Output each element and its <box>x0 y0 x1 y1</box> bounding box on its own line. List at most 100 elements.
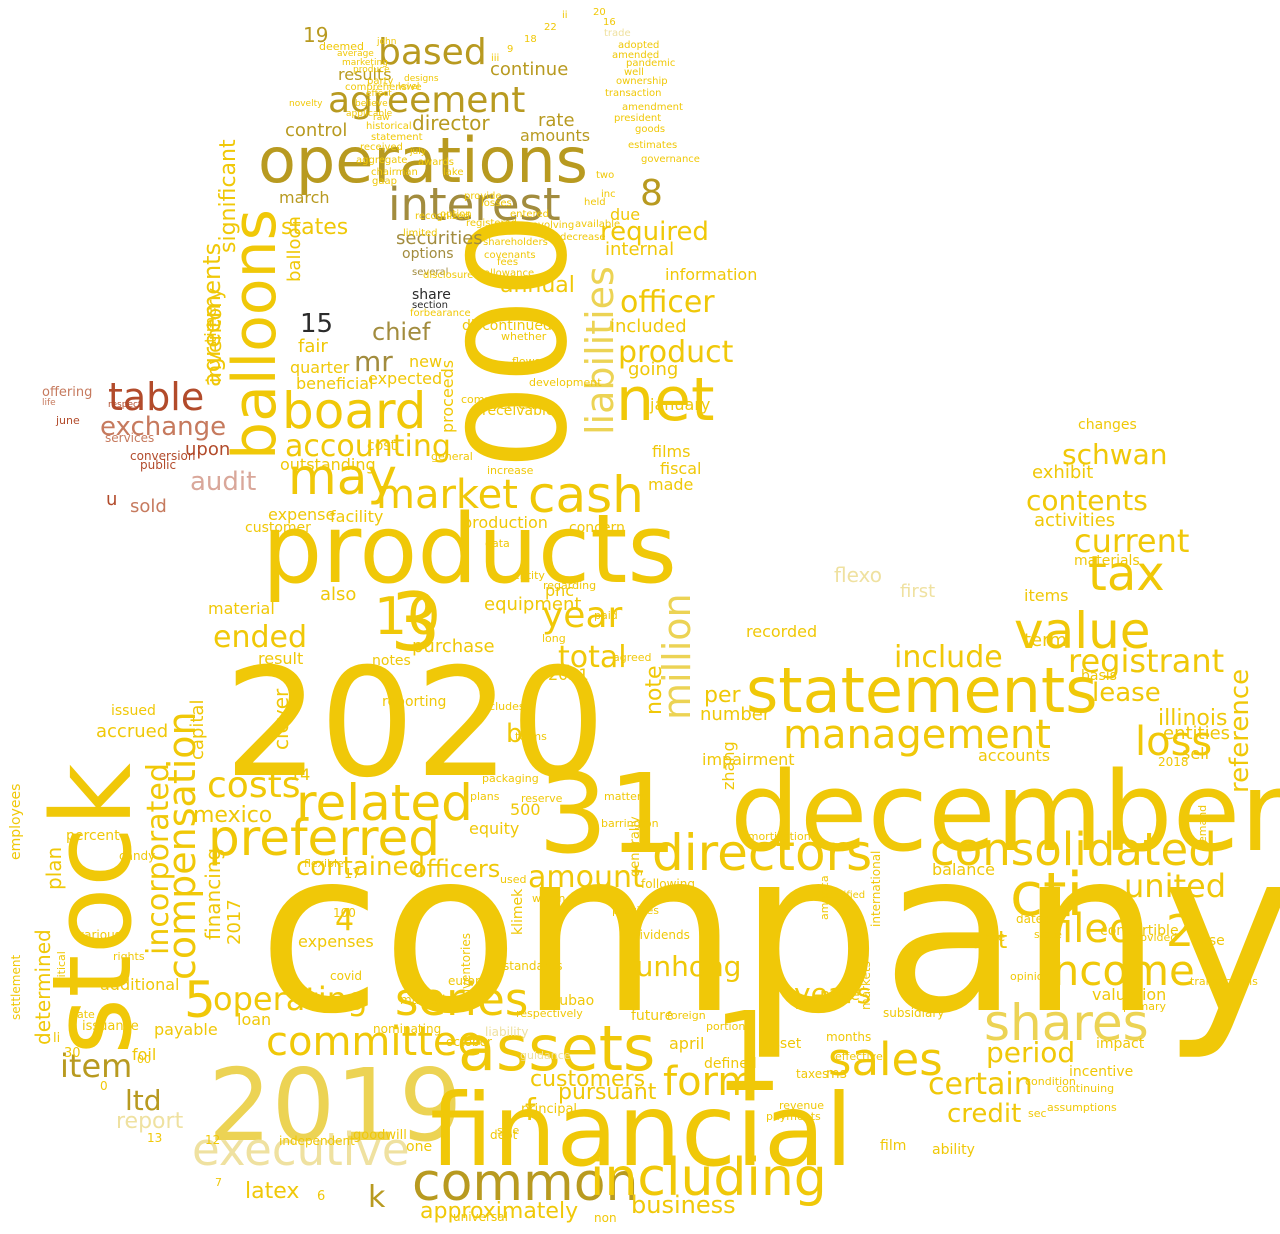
word: customer <box>245 520 311 536</box>
word: accounts <box>978 746 1050 765</box>
word: deferred <box>476 397 536 413</box>
word: employees <box>8 784 24 860</box>
word: 30 <box>64 1046 81 1061</box>
word: equipment <box>484 594 581 615</box>
word: payments <box>766 1110 821 1123</box>
word: also <box>320 584 356 605</box>
word: product <box>618 335 734 370</box>
word: date <box>70 1008 95 1021</box>
word: notes <box>372 653 411 669</box>
word: 21 <box>284 982 299 996</box>
word: share <box>412 287 451 303</box>
word: april <box>669 1034 704 1053</box>
word: disclosure <box>423 270 473 281</box>
word: provides <box>612 904 659 917</box>
word: annual <box>500 273 575 298</box>
word: provide <box>464 191 502 202</box>
word: assumptions <box>1047 1101 1117 1114</box>
word: respect <box>108 400 142 410</box>
word: regarding <box>543 579 596 592</box>
word: new <box>409 352 442 371</box>
word: america <box>818 875 831 920</box>
word: period <box>986 1036 1075 1069</box>
word: officers <box>412 855 500 883</box>
word: 2020 <box>224 637 606 811</box>
word: trade <box>604 28 631 39</box>
word: historical <box>366 121 412 132</box>
word: information <box>665 265 757 284</box>
word: company <box>258 802 1280 1064</box>
word: materials <box>1074 553 1140 569</box>
word: produce <box>353 65 390 75</box>
word: nominating <box>373 1022 441 1036</box>
word: business <box>631 1191 736 1219</box>
word: includes <box>479 700 525 713</box>
word: amounts <box>520 126 590 145</box>
word: average <box>337 49 374 59</box>
word: include <box>894 640 1003 675</box>
word: items <box>1024 586 1068 605</box>
word: klimek <box>510 888 526 935</box>
word: data <box>485 537 510 550</box>
word: audit <box>190 467 256 497</box>
word: tax <box>1088 546 1165 602</box>
word: expenses <box>298 932 374 951</box>
word: flexo <box>834 563 882 587</box>
word: maintain <box>400 993 453 1007</box>
word: accrued <box>96 721 168 742</box>
word: series <box>395 973 528 1026</box>
word: including <box>590 1148 827 1208</box>
word: proceeds <box>438 360 457 433</box>
word: within <box>532 892 565 905</box>
word: sec <box>1028 1107 1047 1120</box>
word: general <box>431 450 473 463</box>
word: international <box>869 851 883 927</box>
word: executive <box>192 1123 410 1176</box>
word: balloon <box>284 216 305 282</box>
word: sell <box>1182 744 1209 763</box>
word: registrant <box>1068 642 1224 680</box>
word: reporting <box>382 694 446 710</box>
word: act <box>970 926 1007 954</box>
word: convertible <box>1100 923 1179 939</box>
word: form <box>663 1059 756 1105</box>
word: ms <box>826 1066 847 1082</box>
word: level <box>398 82 419 92</box>
word: whether <box>501 330 547 343</box>
word: chief <box>372 318 431 346</box>
word: preferred <box>208 809 440 867</box>
word: net <box>616 365 714 435</box>
word: common <box>412 1153 638 1213</box>
word: going <box>628 359 678 380</box>
word: condition <box>1025 1075 1076 1088</box>
word: taxes <box>796 1067 828 1081</box>
word: 8 <box>640 173 663 214</box>
word: impairment <box>702 750 795 769</box>
word: cti <box>1010 860 1083 930</box>
word: balance <box>932 860 995 879</box>
word: million <box>655 593 699 720</box>
word: goods <box>635 124 665 135</box>
word: made <box>648 475 693 494</box>
word: goodwill <box>353 1128 407 1143</box>
word: board <box>282 382 426 440</box>
word: securities <box>396 228 483 249</box>
word: required <box>600 217 709 247</box>
word: flexible <box>304 857 344 870</box>
word: accounting <box>285 429 451 464</box>
word: novelty <box>289 99 323 109</box>
word: ability <box>932 1142 975 1158</box>
word: stock <box>28 763 156 1055</box>
word: 16 <box>603 17 616 28</box>
word: sold <box>130 496 167 517</box>
word: governance <box>641 154 700 165</box>
word: note <box>642 665 667 715</box>
word: internal <box>605 239 674 260</box>
word: cost <box>367 438 397 454</box>
word: registered <box>466 218 517 229</box>
word: 2018 <box>1158 755 1189 769</box>
word: item <box>60 1047 132 1085</box>
word: capital <box>187 700 208 760</box>
word: january <box>649 395 710 414</box>
word: 31 <box>538 750 678 878</box>
